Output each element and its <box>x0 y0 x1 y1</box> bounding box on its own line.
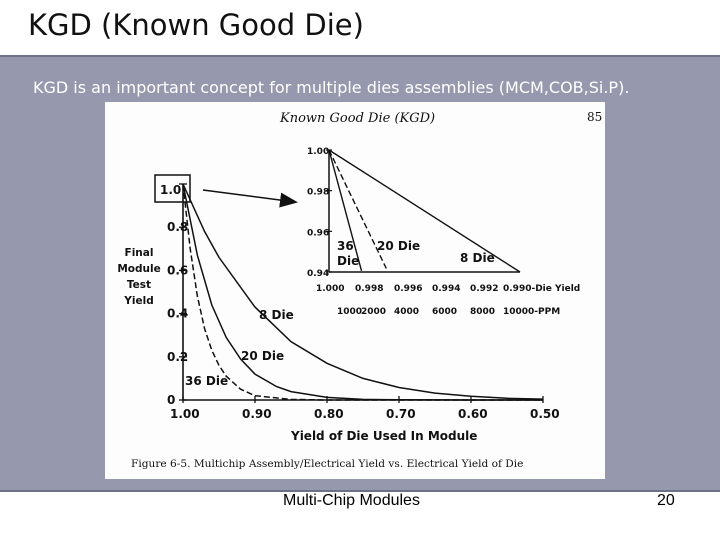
inset-x-tick-label: 0.998 <box>355 284 383 294</box>
inset-y-tick-label: 0.96 <box>307 228 329 238</box>
book-header: Known Good Die (KGD) <box>279 111 435 126</box>
main-y-axis-label-line: Yield <box>123 295 153 307</box>
main-y-axis-label-line: Module <box>117 263 160 275</box>
main-label-20-die: 20 Die <box>241 349 284 363</box>
book-page-number: 85 <box>587 110 602 124</box>
inset-x-tick-label: 0.994 <box>432 284 460 294</box>
inset-series-36-die <box>328 149 363 271</box>
figure-scan: Known Good Die (KGD) 85 0 0.2 0.4 0.6 0.8 1.0… <box>105 102 605 479</box>
callout-label: 1.0 <box>160 183 181 197</box>
main-x-tick-label: 0.50 <box>530 407 560 421</box>
callout-box <box>154 174 191 203</box>
main-y-tick-label: 0.6 <box>167 263 188 277</box>
inset-series-20-die <box>328 149 387 269</box>
inset-ppm-label: 4000 <box>394 307 419 317</box>
main-series-8-die <box>182 183 544 400</box>
slide-title: KGD (Known Good Die) <box>28 8 364 42</box>
inset-ppm-label: 6000 <box>432 307 457 317</box>
main-x-tick-label: 0.80 <box>314 407 344 421</box>
main-y-tick-label: 0.8 <box>167 220 188 234</box>
callout-arrow <box>202 189 298 208</box>
main-x-tick-label: 0.90 <box>242 407 272 421</box>
main-x-axis-label: Yield of Die Used In Module <box>290 429 477 443</box>
inset-y-tick-label: 0.98 <box>307 188 329 198</box>
main-series-36-die <box>182 183 543 401</box>
main-label-36-die: 36 Die <box>185 374 228 388</box>
inset-label-8-die: 8 Die <box>460 251 495 265</box>
slide-caption: KGD is an important concept for multiple… <box>33 78 630 97</box>
inset-y-tick-label: 0.94 <box>307 269 329 279</box>
inset-x-tick-label: 1.000 <box>316 284 344 294</box>
inset-ppm-label: 8000 <box>470 307 495 317</box>
inset-ppm-label: 1000 <box>337 307 362 317</box>
main-y-tick-label: 0.2 <box>167 350 188 364</box>
main-y-tick-label: 0 <box>167 393 175 407</box>
inset-y-tick-label: 1.00 <box>307 147 329 157</box>
main-x-tick-label: 0.70 <box>386 407 416 421</box>
inset-label-36: 36 <box>337 239 354 253</box>
inset-x-tick-label: 0.992 <box>470 284 498 294</box>
inset-ppm-label: 2000 <box>361 307 386 317</box>
main-label-8-die: 8 Die <box>259 308 294 322</box>
kgd-figure-svg: Known Good Die (KGD) 85 0 0.2 0.4 0.6 0.8 1.0… <box>117 110 602 470</box>
main-y-axis-label-line: Final <box>125 247 154 259</box>
main-x-tick-label: 1.00 <box>170 407 200 421</box>
footer-title: Multi-Chip Modules <box>283 492 420 509</box>
inset-x-tick-label: 0.996 <box>394 284 422 294</box>
page-number: 20 <box>657 492 675 509</box>
inset-chart: 1.00 0.98 0.96 0.94 1.000 0.998 0.996 0.994 0.9… <box>307 147 580 317</box>
inset-label-die: Die <box>337 254 359 268</box>
inset-x-tick-label: 0.990-Die Yield <box>503 284 580 294</box>
main-x-tick-label: 0.60 <box>458 407 488 421</box>
main-y-axis-label-line: Test <box>127 279 151 291</box>
main-y-tick-label: 0.4 <box>167 307 188 321</box>
main-chart: 0 0.2 0.4 0.6 0.8 1.0 1.00 0.90 0.80 0.70 0.60 0.5… <box>117 174 560 443</box>
figure-caption: Figure 6-5. Multichip Assembly/Electrica… <box>131 458 523 470</box>
inset-series-8-die <box>328 149 521 273</box>
inset-label-20-die: 20 Die <box>377 239 420 253</box>
inset-ppm-label: 10000-PPM <box>503 307 560 317</box>
